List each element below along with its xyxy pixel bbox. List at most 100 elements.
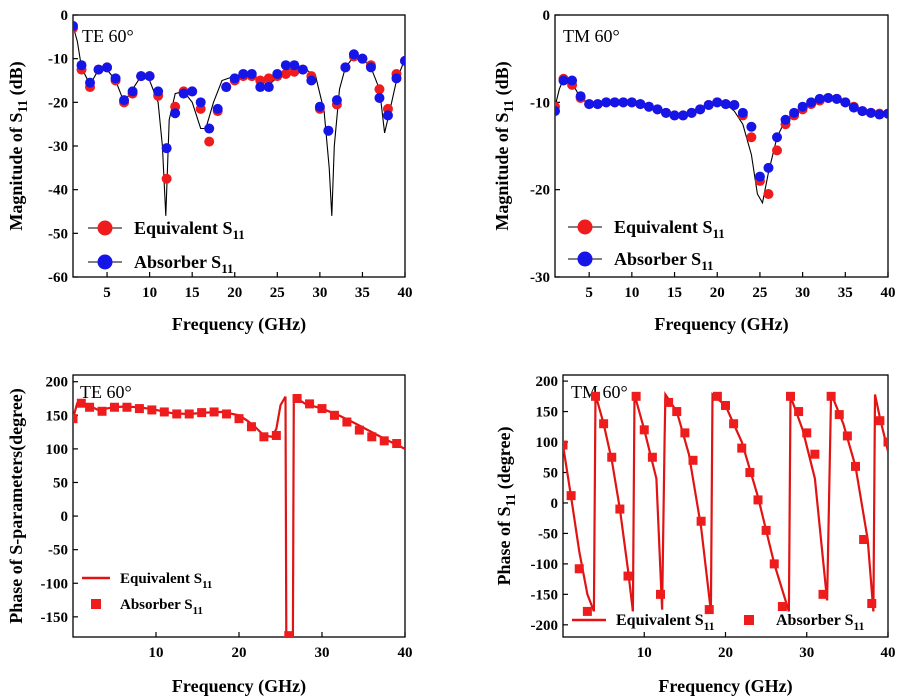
absorber-s11-point xyxy=(289,60,300,71)
y-axis-title: Phase of S11 (degree) xyxy=(494,427,518,586)
absorber-s11-point xyxy=(848,102,859,113)
absorber-s11-point xyxy=(342,417,352,427)
absorber-s11-point xyxy=(669,110,680,121)
absorber-s11-point xyxy=(745,467,755,477)
x-tick-label: 30 xyxy=(795,285,810,301)
y-axis-title-subscript: 11 xyxy=(15,100,30,113)
legend-entry-label: Absorber S xyxy=(776,612,854,629)
x-tick-label: 30 xyxy=(312,285,327,301)
y-tick-label: -10 xyxy=(48,52,68,68)
absorber-s11-point xyxy=(329,410,339,420)
absorber-s11-point xyxy=(703,99,714,110)
absorber-s11-point xyxy=(284,631,294,637)
absorber-s11-point xyxy=(314,101,325,112)
absorber-s11-point xyxy=(222,409,232,419)
legend-entry: Equivalent S11 xyxy=(614,217,725,241)
absorber-s11-point xyxy=(806,97,817,108)
absorber-s11-point xyxy=(656,589,665,599)
x-axis-title: Frequency (GHz) xyxy=(658,676,792,697)
x-tick-label: 20 xyxy=(710,285,725,301)
legend-entry: Equivalent S11 xyxy=(134,218,245,242)
plot-area xyxy=(563,390,888,616)
y-tick-label: -150 xyxy=(531,587,559,603)
absorber-s11-point xyxy=(652,104,663,115)
absorber-s11-point xyxy=(609,97,620,108)
y-tick-label: -60 xyxy=(48,270,68,286)
absorber-s11-point xyxy=(221,82,232,93)
y-axis-title-suffix: (dB) xyxy=(492,61,513,100)
absorber-s11-point xyxy=(280,60,291,71)
y-axis-title: Phase of S-parameters(degree) xyxy=(6,388,27,624)
x-tick-label: 10 xyxy=(624,285,639,301)
absorber-s11-point xyxy=(857,106,868,117)
absorber-s11-point xyxy=(737,107,748,118)
y-tick-label: 0 xyxy=(551,496,559,512)
equivalent-s11-line xyxy=(661,438,666,610)
equivalent-s11-line xyxy=(826,393,833,601)
x-tick-label: 25 xyxy=(270,285,285,301)
y-axis-title-text: Magnitude of S xyxy=(492,113,512,231)
absorber-s11-point xyxy=(209,407,219,417)
x-tick-label: 40 xyxy=(881,645,896,661)
absorber-s11-point xyxy=(110,73,121,84)
legend-entry-subscript: 11 xyxy=(704,621,715,633)
equivalent-s11-point xyxy=(161,173,172,184)
y-tick-label: 0 xyxy=(61,509,69,525)
absorber-s11-point xyxy=(382,110,393,121)
y-axis-title-subscript: 11 xyxy=(503,493,518,506)
absorber-s11-point xyxy=(178,88,189,99)
absorber-s11-point xyxy=(297,64,308,75)
y-axis-title-text: Phase of S-parameters(degree) xyxy=(6,388,27,624)
x-tick-label: 5 xyxy=(103,285,111,301)
y-tick-label: -20 xyxy=(530,183,550,199)
absorber-s11-point xyxy=(238,68,249,79)
absorber-s11-point xyxy=(601,97,612,108)
y-tick-label: -50 xyxy=(48,543,68,559)
y-tick-label: 150 xyxy=(536,405,559,421)
absorber-s11-point xyxy=(688,455,698,465)
absorber-s11-point xyxy=(331,95,342,106)
absorber-s11-point xyxy=(204,123,215,134)
absorber-s11-point xyxy=(159,407,169,417)
equivalent-s11-line xyxy=(663,390,712,612)
legend-entry-subscript: 11 xyxy=(701,258,713,273)
y-axis-title-suffix: (dB) xyxy=(6,61,27,100)
absorber-s11-point xyxy=(234,414,244,424)
equivalent-s11-line xyxy=(563,444,595,612)
absorber-s11-point xyxy=(777,602,787,612)
absorber-s11-point xyxy=(867,598,877,608)
absorber-s11-point xyxy=(678,110,689,121)
legend-entry-label: Absorber S xyxy=(120,597,193,613)
absorber-s11-point xyxy=(229,73,240,84)
absorber-s11-point xyxy=(575,91,586,102)
legend-entry-subscript: 11 xyxy=(854,621,865,633)
absorber-s11-point xyxy=(591,391,600,401)
legend-entry-subscript: 11 xyxy=(193,605,203,617)
x-axis-title: Frequency (GHz) xyxy=(172,314,306,335)
absorber-s11-point xyxy=(840,97,851,108)
absorber-s11-point xyxy=(212,103,223,114)
absorber-s11-point xyxy=(348,49,359,60)
absorber-s11-point xyxy=(618,97,629,108)
y-tick-label: -20 xyxy=(48,95,68,111)
absorber-s11-point xyxy=(567,75,578,86)
y-tick-label: -100 xyxy=(41,576,69,592)
absorber-s11-point xyxy=(340,62,351,73)
legend-entry-label: Absorber S xyxy=(134,252,221,272)
panel-te-magnitude: 5 10 15 20 25 30 35 40 0 -10 -20 -30 -40 -50 -60 Freque… xyxy=(6,8,413,335)
absorber-s11-point xyxy=(859,535,869,545)
x-tick-label: 35 xyxy=(355,285,370,301)
legend-marker xyxy=(97,220,113,236)
absorber-s11-point xyxy=(76,60,87,71)
absorber-s11-point xyxy=(392,439,402,449)
absorber-s11-point xyxy=(127,86,138,97)
absorber-s11-point xyxy=(599,419,609,429)
absorber-s11-point xyxy=(763,162,774,173)
legend-entry: Equivalent S11 xyxy=(120,571,212,591)
x-tick-label: 30 xyxy=(799,645,814,661)
x-tick-label: 40 xyxy=(398,285,413,301)
x-tick-label: 40 xyxy=(398,645,413,661)
legend-entry-label: Equivalent S xyxy=(614,217,713,237)
absorber-s11-point xyxy=(184,409,194,419)
absorber-s11-point xyxy=(729,419,739,429)
